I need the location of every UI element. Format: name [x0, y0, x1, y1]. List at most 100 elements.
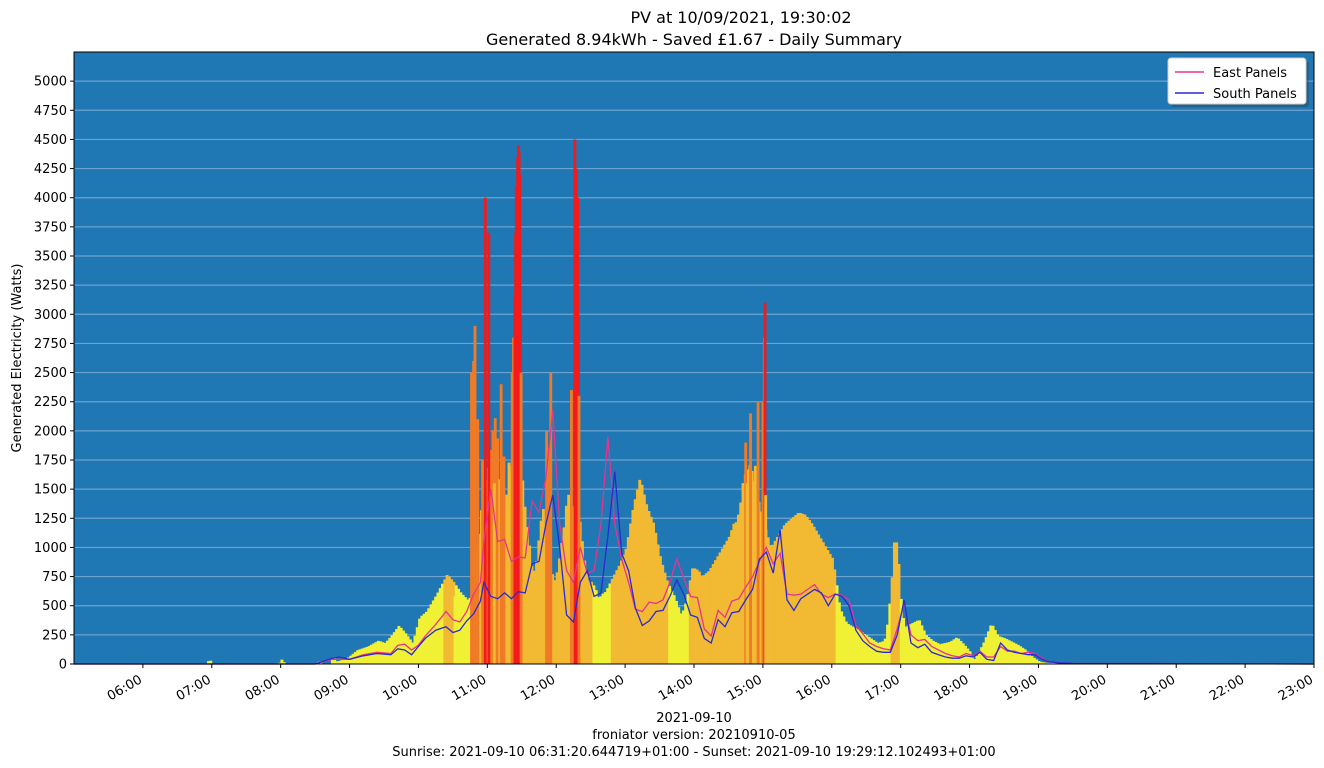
bar — [590, 582, 594, 664]
bar — [392, 632, 396, 664]
bar — [833, 569, 837, 664]
x-tick-label: 11:00 — [449, 672, 489, 704]
bar — [970, 655, 974, 664]
bar — [1051, 662, 1055, 664]
bar — [957, 638, 961, 664]
y-tick-label: 2250 — [34, 395, 67, 410]
bar — [1044, 662, 1048, 664]
panel-lines — [74, 409, 1315, 665]
x-axis-label: 2021-09-10 — [656, 711, 732, 726]
bar — [461, 594, 465, 664]
bar — [447, 576, 451, 664]
bar — [688, 580, 692, 664]
bar — [727, 536, 731, 664]
gridlines — [74, 80, 1314, 636]
bar — [546, 448, 550, 664]
bar — [333, 657, 337, 664]
bar — [406, 636, 410, 664]
bar — [906, 625, 910, 664]
bar — [337, 660, 341, 664]
sun-times-line: Sunrise: 2021-09-10 06:31:20.644719+01:0… — [392, 745, 995, 760]
bar — [580, 541, 584, 664]
bar — [583, 560, 587, 664]
bar — [952, 639, 956, 664]
bar — [718, 552, 722, 664]
y-axis-label: Generated Electricity (Watts) — [10, 264, 25, 453]
bar — [592, 585, 596, 664]
bar — [564, 505, 568, 664]
chart-title: PV at 10/09/2021, 19:30:02 — [630, 8, 851, 27]
bar — [441, 583, 444, 664]
bar — [606, 588, 610, 664]
bar — [507, 465, 511, 664]
bar — [577, 395, 581, 664]
bar — [847, 624, 850, 664]
bar — [470, 372, 473, 664]
bar — [734, 522, 738, 664]
bar — [626, 537, 630, 664]
bar — [904, 626, 908, 664]
bar — [1048, 662, 1052, 664]
bar — [819, 538, 823, 664]
bar — [473, 325, 477, 664]
bar — [408, 639, 412, 664]
south-panels-line — [74, 471, 1315, 665]
bar — [874, 641, 878, 664]
bar — [895, 542, 899, 664]
bar — [711, 564, 715, 664]
y-tick-label: 5000 — [34, 75, 67, 90]
bar — [922, 630, 926, 664]
bar — [280, 659, 284, 664]
bar — [282, 662, 286, 664]
bar — [840, 611, 844, 664]
bar — [993, 630, 997, 664]
bar — [863, 633, 867, 664]
bar — [661, 564, 665, 664]
bar — [702, 575, 706, 664]
bar — [1035, 659, 1039, 664]
bar — [532, 570, 536, 664]
bar — [787, 520, 791, 664]
bar — [835, 585, 839, 664]
bar — [927, 637, 931, 664]
bar — [782, 525, 786, 664]
bar — [980, 647, 984, 664]
bar — [828, 553, 832, 664]
bar — [876, 642, 880, 664]
bar — [902, 617, 906, 664]
legend-south-label: South Panels — [1213, 87, 1297, 102]
chart-subtitle: Generated 8.94kWh - Saved £1.67 - Daily … — [486, 30, 902, 49]
bar — [399, 627, 403, 664]
bar — [658, 556, 662, 664]
y-tick-label: 500 — [42, 599, 67, 614]
bar — [675, 600, 678, 664]
bar — [1014, 643, 1018, 664]
bar — [207, 661, 210, 664]
bar — [549, 372, 553, 664]
bar — [672, 595, 676, 664]
bar — [756, 401, 760, 664]
bar — [521, 480, 525, 664]
bar — [523, 506, 527, 664]
bar — [1039, 661, 1043, 664]
y-tick-label: 3250 — [34, 279, 67, 294]
bar — [599, 596, 603, 664]
bar — [920, 625, 924, 664]
bar — [463, 597, 467, 664]
bar — [679, 613, 683, 664]
bar — [1053, 662, 1057, 664]
bar — [888, 603, 892, 664]
bar — [794, 515, 798, 664]
bar — [739, 502, 743, 664]
x-tick-label: 10:00 — [380, 672, 420, 704]
bar — [697, 571, 701, 664]
bar — [436, 592, 440, 664]
x-tick-label: 16:00 — [794, 672, 834, 704]
y-tick-label: 4000 — [34, 191, 67, 206]
y-tick-label: 3000 — [34, 308, 67, 323]
bar — [1042, 662, 1045, 664]
bar — [477, 533, 481, 664]
bar — [610, 578, 614, 664]
bar — [890, 577, 894, 664]
